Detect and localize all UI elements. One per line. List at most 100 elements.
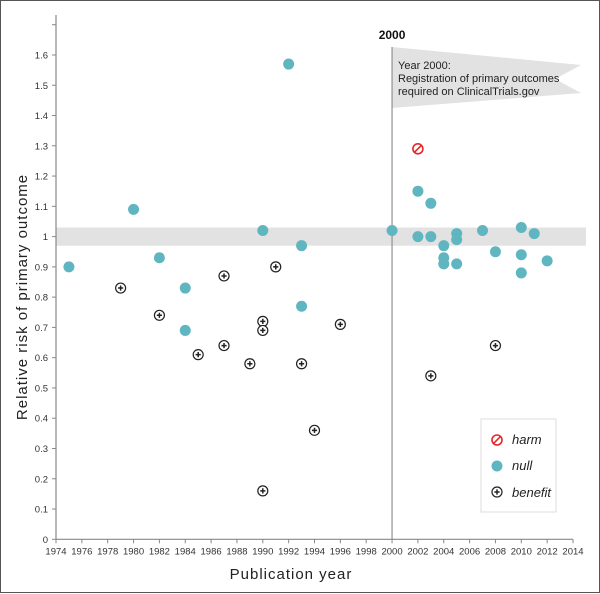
- null-point: [179, 324, 191, 336]
- x-tick-label: 1988: [226, 546, 247, 557]
- harm-circle: [491, 434, 503, 446]
- null-point: [128, 203, 140, 215]
- benefit-marker-icon: [491, 486, 503, 498]
- x-axis-title: Publication year: [230, 566, 353, 583]
- y-tick-label: 1.4: [35, 111, 48, 122]
- benefit-point: [218, 339, 230, 352]
- benefit-point: [270, 261, 282, 273]
- x-tick-label: 1980: [123, 546, 144, 557]
- x-tick-label: 2010: [511, 546, 532, 557]
- x-tick-label: 1994: [304, 546, 325, 557]
- null-point: [412, 231, 424, 243]
- y-tick-label: 1.6: [35, 50, 48, 61]
- plus-icon: [247, 361, 253, 367]
- x-tick-label: 1982: [149, 546, 170, 557]
- null-point: [386, 225, 398, 237]
- x-tick-label: 1974: [45, 546, 66, 557]
- plus-icon: [492, 342, 499, 349]
- null-point: [515, 222, 527, 234]
- null-point: [63, 261, 75, 273]
- plus-icon: [428, 373, 434, 379]
- harm-circle: [412, 143, 424, 155]
- null-point: [515, 249, 527, 261]
- x-tick-label: 1976: [71, 546, 92, 557]
- x-tick-label: 2012: [537, 546, 558, 557]
- plus-icon: [195, 352, 201, 358]
- x-tick-label: 2008: [485, 546, 506, 557]
- null-point: [412, 185, 424, 197]
- y-tick-label: 1.5: [35, 81, 48, 92]
- benefit-point: [257, 324, 269, 337]
- flag-shape: [392, 47, 581, 108]
- y-tick-label: 0.5: [35, 383, 48, 394]
- x-tick-label: 1996: [330, 546, 351, 557]
- x-tick-label: 2004: [433, 546, 454, 557]
- y-tick-label: 0.9: [35, 262, 48, 273]
- benefit-point: [244, 358, 256, 370]
- x-tick-label: 2006: [459, 546, 480, 557]
- benefit-point: [308, 424, 321, 436]
- legend-benefit-label: benefit: [512, 485, 552, 500]
- x-tick-label: 1978: [97, 546, 118, 557]
- null-point: [153, 252, 165, 264]
- y-tick-label: 1.3: [35, 141, 48, 152]
- benefit-point: [489, 339, 502, 352]
- annotation-line-1: Year 2000:: [398, 60, 451, 72]
- y-tick-label: 1.1: [35, 202, 48, 213]
- legend-null-label: null: [512, 458, 533, 473]
- x-tick-label: 2000: [381, 546, 402, 557]
- null-point: [179, 282, 191, 294]
- legend-null-icon: [491, 460, 503, 472]
- plus-icon: [221, 342, 227, 349]
- null-point: [528, 228, 540, 240]
- year-2000-label: 2000: [379, 28, 406, 42]
- plus-icon: [260, 318, 266, 324]
- null-point: [283, 58, 295, 70]
- null-point: [438, 258, 450, 270]
- null-point: [541, 255, 553, 267]
- y-tick-label: 0.2: [35, 474, 48, 485]
- legend-harm-icon: [491, 434, 503, 446]
- plus-icon: [118, 285, 124, 291]
- y-axis-title: Relative risk of primary outcome: [14, 174, 31, 420]
- x-tick-label: 1998: [356, 546, 377, 557]
- null-point: [425, 197, 437, 209]
- null-point: [451, 258, 463, 270]
- null-point: [425, 231, 437, 243]
- null-point: [489, 246, 501, 258]
- y-tick-label: 0.7: [35, 323, 48, 334]
- plus-icon: [337, 321, 343, 327]
- null-marker-icon: [491, 460, 503, 472]
- benefit-point: [295, 358, 308, 370]
- benefit-point: [115, 282, 127, 294]
- y-tick-label: 0: [43, 535, 48, 546]
- legend-benefit-icon: [491, 486, 503, 498]
- y-tick-label: 0.1: [35, 505, 48, 516]
- x-tick-label: 2002: [407, 546, 428, 557]
- plus-icon: [221, 273, 227, 279]
- benefit-point: [257, 485, 269, 497]
- benefit-point: [425, 370, 437, 382]
- benefit-point: [257, 315, 269, 327]
- data-points: [63, 58, 553, 497]
- null-point: [438, 240, 450, 252]
- benefit-point: [218, 270, 230, 282]
- y-tick-label: 1: [43, 232, 48, 243]
- y-tick-label: 1.2: [35, 172, 48, 183]
- axes: 1974 1976 1978 1980 1982 1984 1986 1988 1990 1992…: [35, 15, 584, 557]
- null-point: [296, 240, 308, 252]
- null-point: [451, 234, 463, 246]
- null-point: [257, 225, 269, 237]
- slash-icon: [493, 436, 501, 444]
- legend-harm-label: harm: [512, 432, 542, 447]
- harm-marker-icon: [491, 434, 503, 446]
- y-tick-label: 0.4: [35, 414, 48, 425]
- x-tick-label: 1984: [175, 546, 196, 557]
- plus-icon: [156, 312, 162, 318]
- y-tick-label: 0.8: [35, 293, 48, 304]
- x-tick-label: 1990: [252, 546, 273, 557]
- legend: harm null benefit: [480, 418, 557, 513]
- plus-icon: [273, 264, 279, 270]
